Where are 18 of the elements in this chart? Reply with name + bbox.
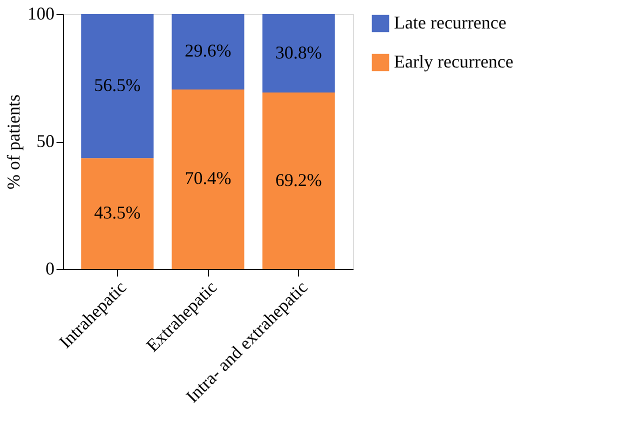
data-label: 56.5% [94, 75, 141, 96]
data-label: 43.5% [94, 202, 141, 223]
data-label: 29.6% [184, 40, 232, 61]
bar [262, 92, 335, 269]
bar [172, 14, 244, 90]
bar [172, 89, 244, 269]
legend-label: Early recurrence [394, 52, 514, 72]
data-label: 30.8% [275, 42, 322, 62]
y-tick-label: 0 [46, 258, 54, 278]
y-axis-title: % of patients [4, 94, 24, 190]
y-tick-label: 100 [28, 4, 54, 24]
y-tick-label: 50 [36, 131, 54, 151]
data-label: 69.2% [275, 170, 322, 190]
data-label: 70.4% [184, 168, 232, 188]
bar [262, 14, 335, 93]
legend-label: Late recurrence [394, 12, 506, 32]
bar [81, 14, 154, 158]
bar [81, 158, 154, 269]
